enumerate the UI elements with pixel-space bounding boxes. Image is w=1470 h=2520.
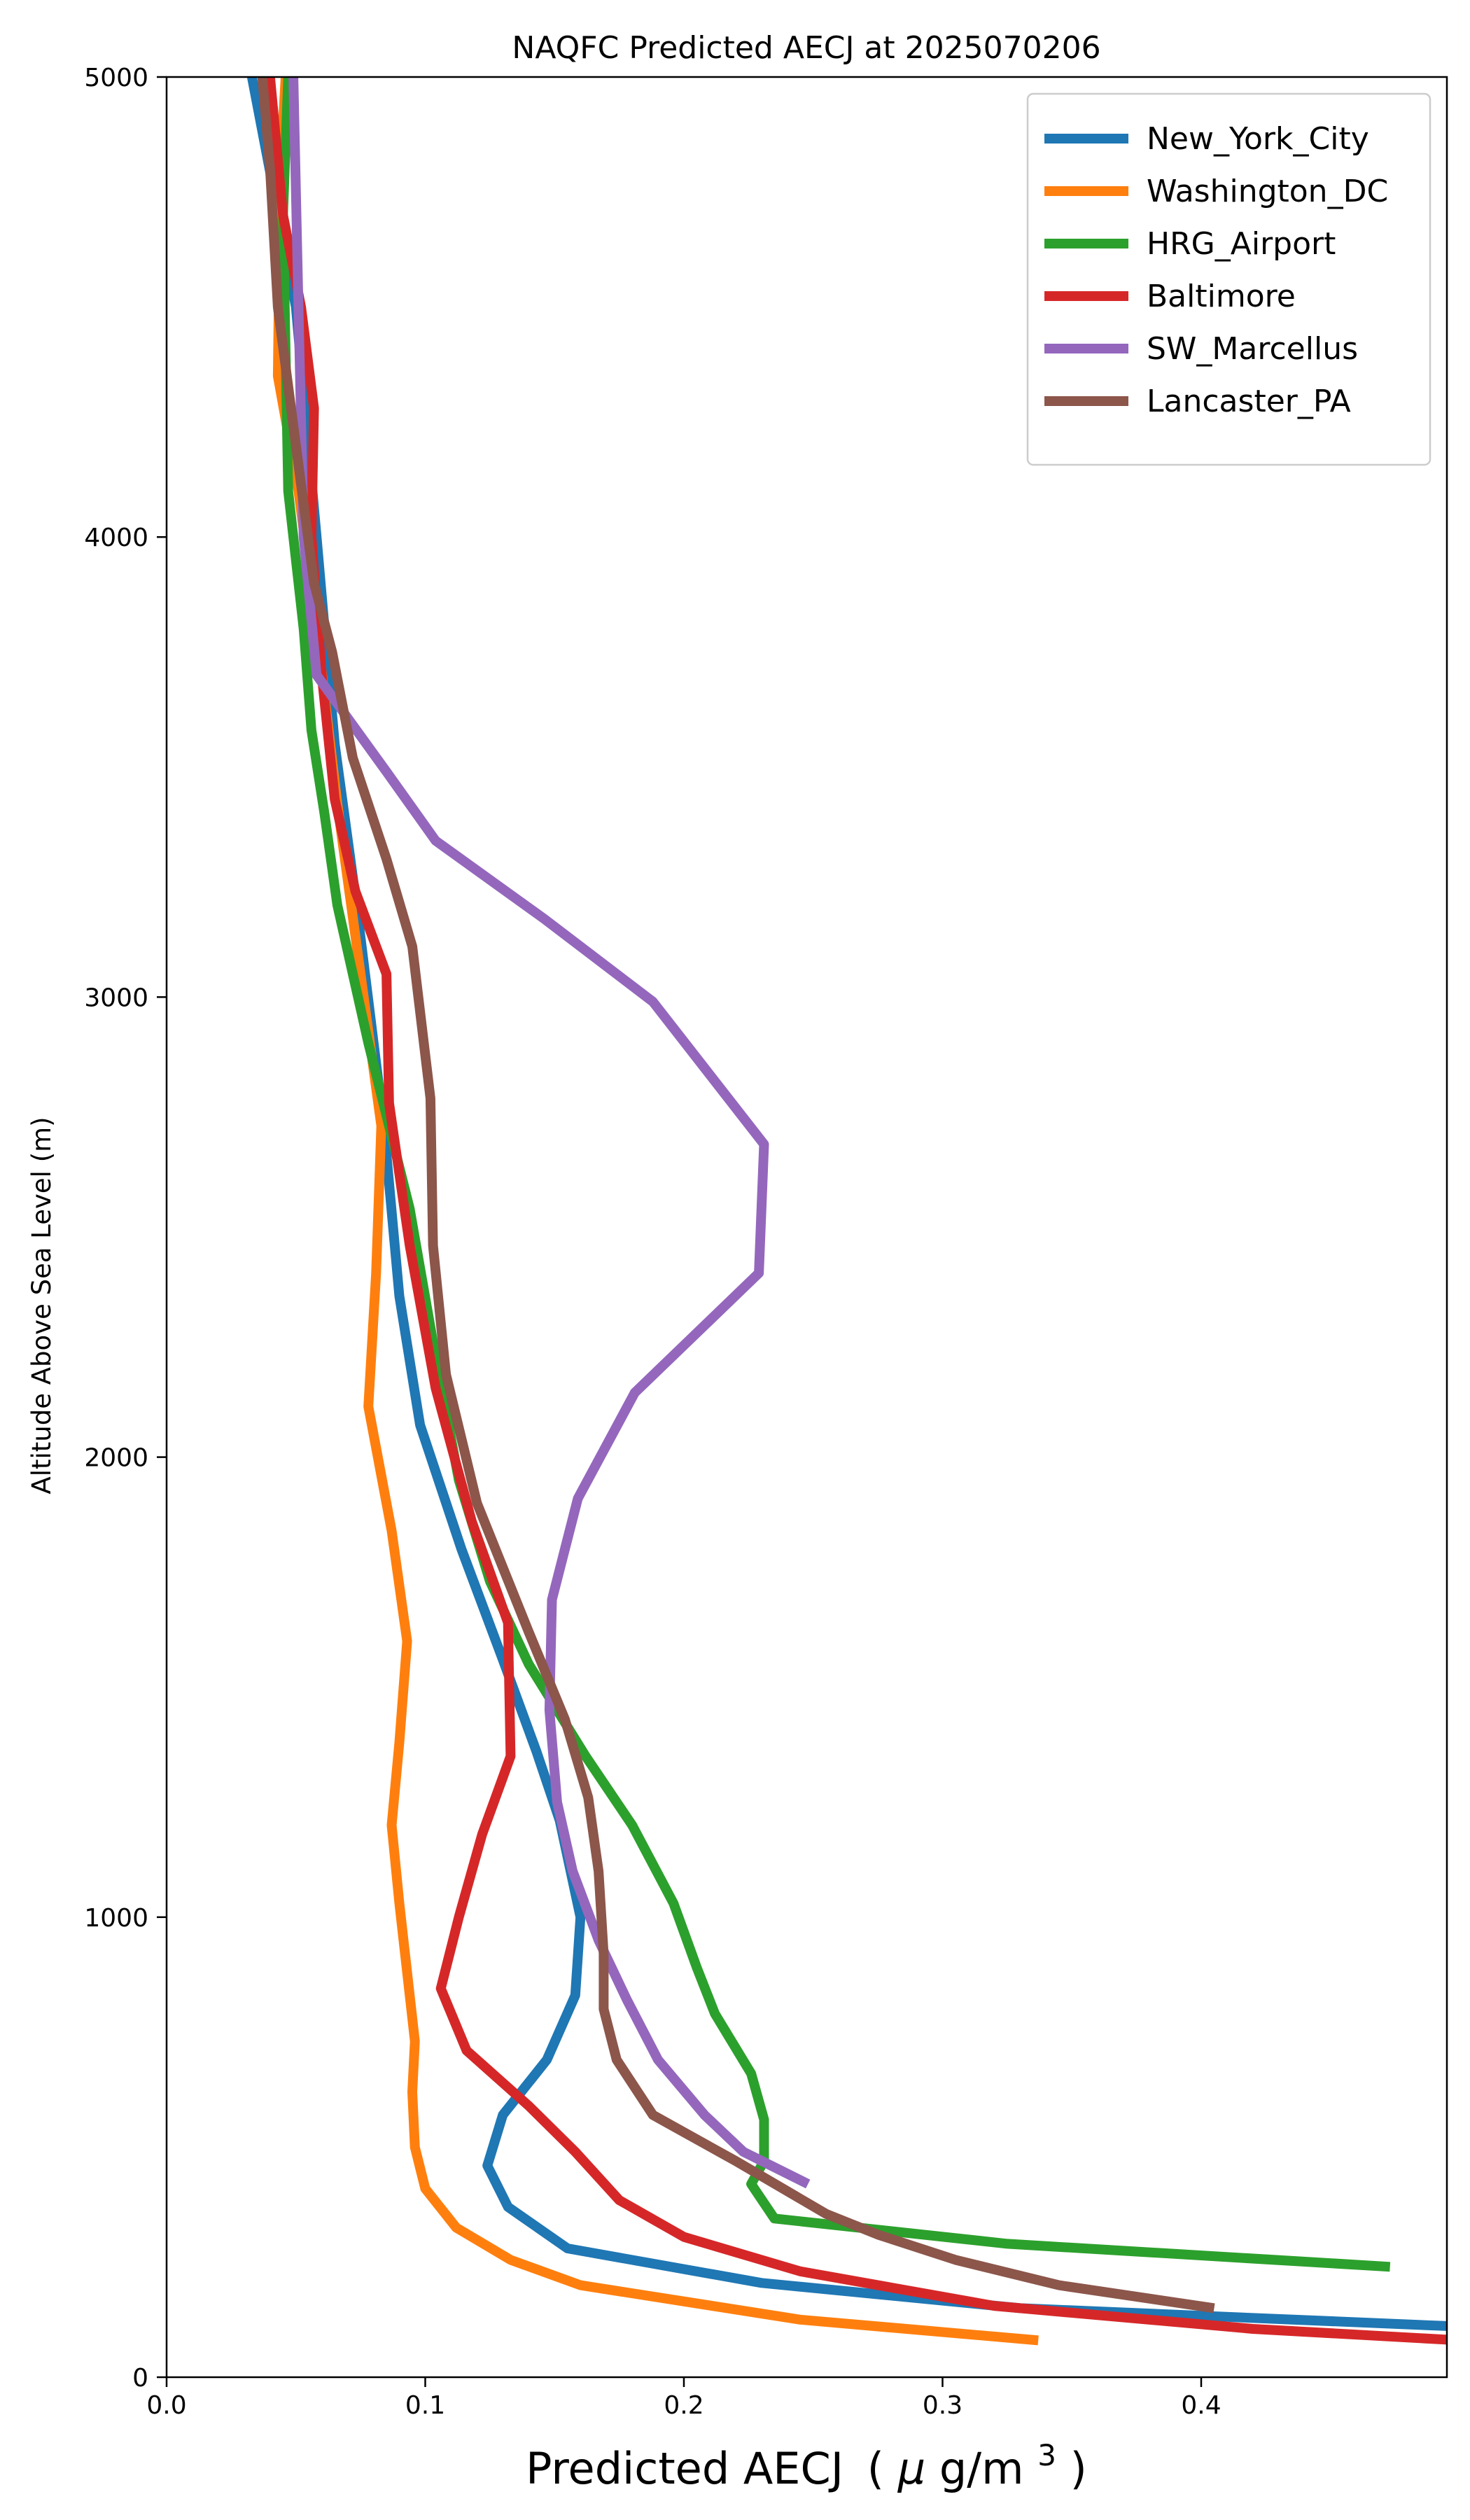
y-tick-label: 0: [132, 2364, 148, 2393]
legend-label-baltimore: Baltimore: [1147, 279, 1296, 314]
y-tick-label: 2000: [84, 1444, 148, 1473]
x-axis-label: Predicted AECJ ( μ g/m 3 ): [526, 2425, 1087, 2494]
x-tick-label: 0.2: [664, 2391, 704, 2420]
y-tick-label: 5000: [84, 64, 148, 92]
legend-label-hrg-airport: HRG_Airport: [1147, 226, 1336, 262]
x-axis-label-main: Predicted AECJ: [526, 2443, 844, 2494]
plot-frame: [165, 76, 1448, 2379]
series-line-sw-marcellus: [288, 77, 811, 2189]
legend-label-new-york-city: New_York_City: [1147, 121, 1369, 157]
y-tick-label: 3000: [84, 983, 148, 1012]
x-axis-label-unit-base: g/m: [939, 2443, 1024, 2494]
series-line-new-york-city: [247, 77, 1447, 2331]
legend-label-lancaster-pa: Lancaster_PA: [1147, 384, 1351, 419]
x-axis-label-unit-mu: μ: [897, 2443, 925, 2494]
x-axis-label-unit-exp: 3: [1037, 2438, 1056, 2472]
x-axis-label-unit-open: (: [867, 2443, 884, 2494]
x-tick-label: 0.0: [146, 2391, 186, 2420]
series-line-lancaster-pa: [257, 77, 1215, 2314]
y-tick-label: 4000: [84, 524, 148, 552]
x-tick-label: 0.4: [1181, 2391, 1221, 2420]
legend-label-sw-marcellus: SW_Marcellus: [1147, 331, 1358, 367]
chart-title: NAQFC Predicted AECJ at 2025070206: [512, 30, 1100, 66]
axes-layer: 0.0 0.1 0.2 0.3 0.4 0 1000 2000 3000 4000 5000: [84, 64, 1448, 2420]
legend-label-washington-dc: Washington_DC: [1147, 174, 1388, 209]
series-layer: [247, 77, 1447, 2346]
x-axis-label-unit-close: ): [1070, 2443, 1087, 2494]
y-tick-label: 1000: [84, 1904, 148, 1933]
legend: New_York_City Washington_DC HRG_Airport Bal…: [1026, 92, 1432, 466]
x-tick-label: 0.1: [405, 2391, 445, 2420]
x-tick-label: 0.3: [923, 2391, 962, 2420]
y-axis-label: Altitude Above Sea Level (m): [27, 1116, 57, 1494]
